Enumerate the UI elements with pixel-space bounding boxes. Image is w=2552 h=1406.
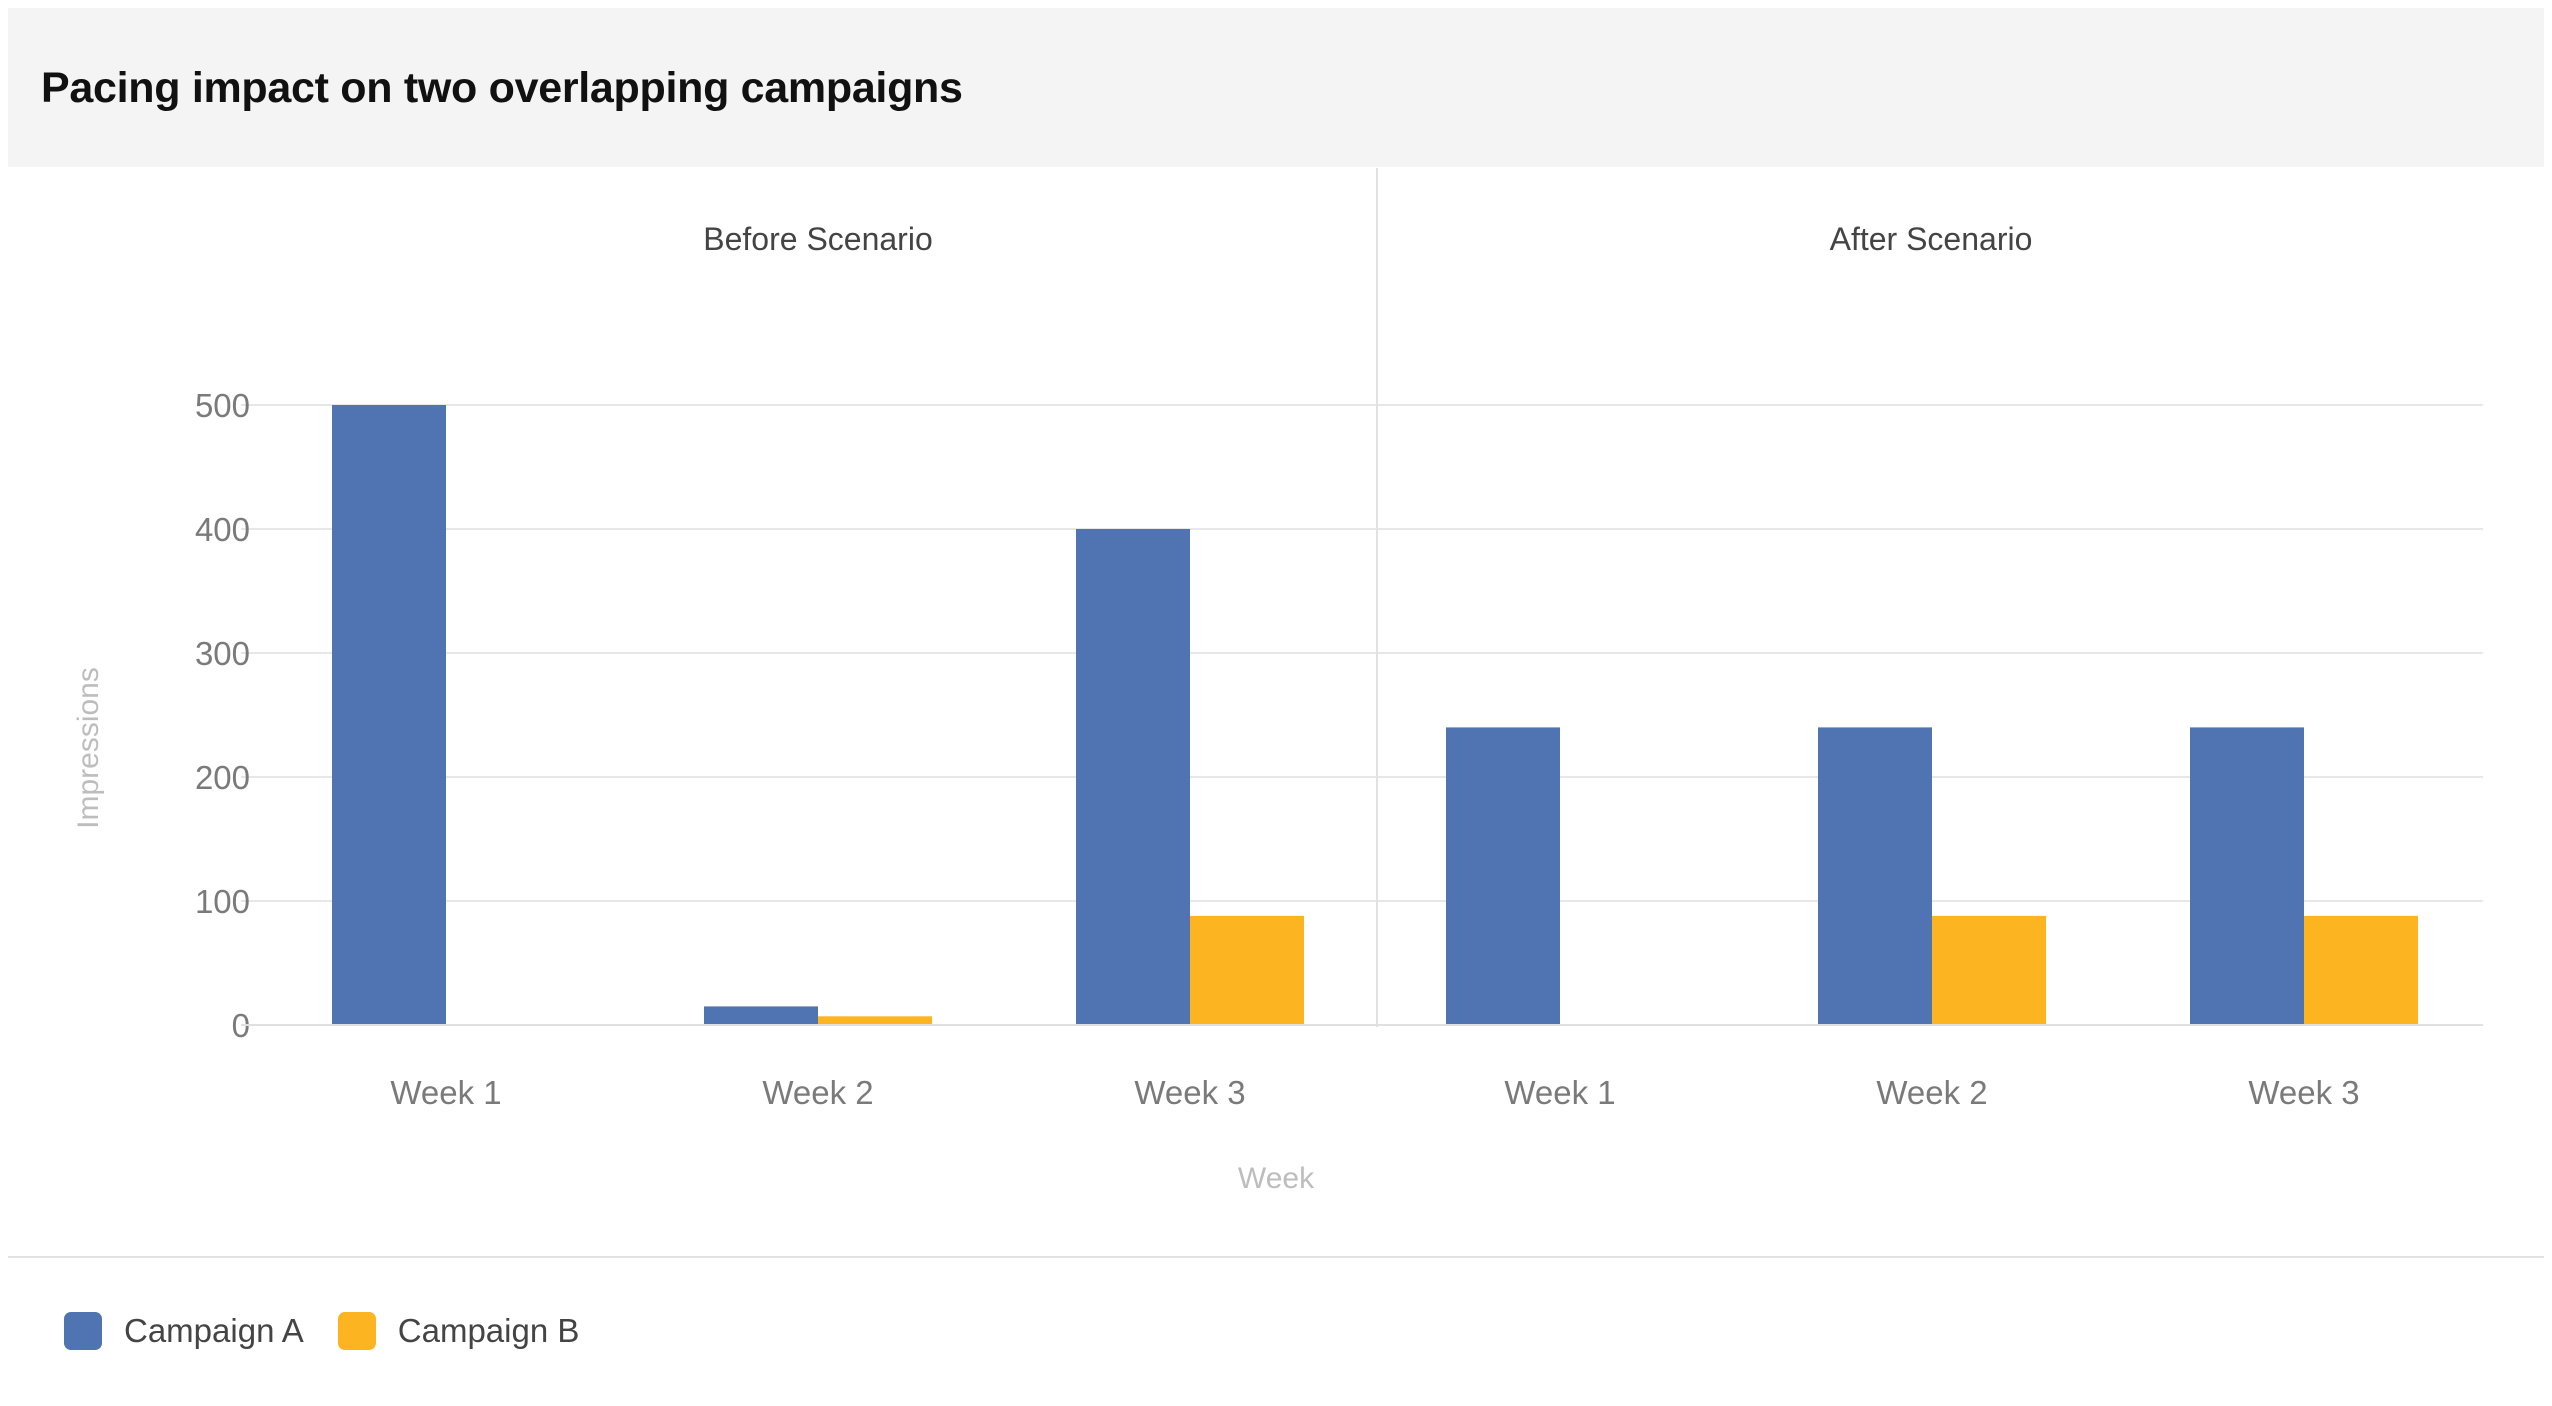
legend-label: Campaign A <box>124 1312 304 1349</box>
bar-campaign-a <box>332 405 446 1025</box>
chart-header: Pacing impact on two overlapping campaig… <box>8 8 2544 167</box>
y-tick-label: 300 <box>195 635 250 672</box>
legend-label: Campaign B <box>397 1312 580 1349</box>
chart-legend: Campaign A Campaign B <box>64 1306 613 1356</box>
legend-swatch <box>337 1312 376 1350</box>
panel-title: Before Scenario <box>703 221 932 257</box>
bar-campaign-b <box>1190 915 1304 1025</box>
bar-campaign-a <box>1446 727 1560 1025</box>
legend-swatch <box>64 1312 102 1350</box>
chart-title: Pacing impact on two overlapping campaig… <box>41 64 963 112</box>
bar-campaign-b <box>2304 915 2418 1025</box>
bar-campaign-a <box>1818 727 1932 1025</box>
y-tick-label: 500 <box>195 387 250 424</box>
legend-item-campaign-b: Campaign B <box>337 1312 580 1350</box>
x-tick-label: Week 1 <box>390 1074 501 1111</box>
bar-campaign-a <box>1076 529 1190 1025</box>
y-tick-label: 400 <box>195 511 250 548</box>
x-tick-label: Week 2 <box>1876 1074 1987 1111</box>
chart-card: Pacing impact on two overlapping campaig… <box>8 8 2544 1398</box>
x-tick-label: Week 3 <box>2248 1074 2359 1111</box>
bar-campaign-b <box>1932 915 2046 1025</box>
panel-title: After Scenario <box>1830 221 2033 257</box>
y-tick-label: 0 <box>232 1007 250 1044</box>
bar-campaign-a <box>2190 727 2304 1025</box>
x-tick-label: Week 2 <box>762 1074 873 1111</box>
x-tick-label: Week 3 <box>1134 1074 1245 1111</box>
y-tick-label: 200 <box>195 759 250 796</box>
bar-campaign-a <box>704 1006 818 1025</box>
bar-chart: 0 100 200 300 400 500 Impressions Week Before Sc… <box>8 168 2544 1258</box>
x-tick-label: Week 1 <box>1504 1074 1615 1111</box>
y-axis-label: Impressions <box>72 667 105 829</box>
x-axis-label: Week <box>1238 1162 1315 1195</box>
bar-campaign-b <box>818 1016 932 1025</box>
legend-item-campaign-a: Campaign A <box>64 1312 304 1350</box>
y-tick-label: 100 <box>195 883 250 920</box>
